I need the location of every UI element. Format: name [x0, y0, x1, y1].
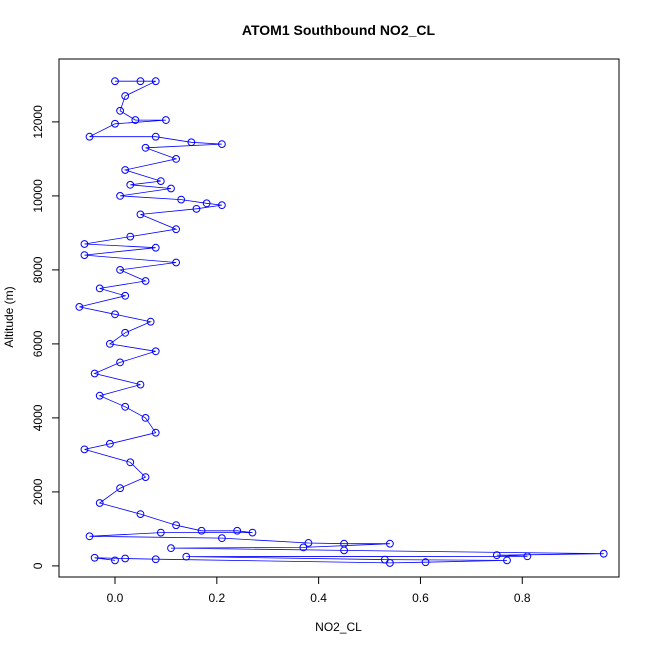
data-point — [141, 414, 150, 422]
data-point — [111, 556, 119, 565]
y-tick-label: 0 — [31, 562, 45, 569]
data-point — [95, 284, 104, 293]
data-point — [340, 546, 348, 555]
data-point — [111, 310, 119, 319]
data-point — [75, 303, 84, 311]
data-point — [116, 192, 124, 200]
data-point — [116, 266, 124, 274]
data-point — [121, 328, 130, 337]
data-point — [192, 204, 201, 213]
data-point — [151, 77, 160, 86]
data-point — [156, 177, 165, 186]
data-point — [177, 195, 186, 204]
y-tick-label: 2000 — [31, 478, 45, 505]
data-point — [304, 539, 313, 547]
data-point — [599, 549, 608, 558]
data-point — [80, 240, 89, 248]
x-axis: 0.0 0.2 0.4 0.6 0.8 — [107, 576, 531, 605]
data-point — [141, 473, 150, 482]
data-point — [151, 243, 160, 252]
data-point — [136, 77, 145, 86]
data-point — [126, 458, 135, 467]
data-point — [121, 291, 130, 300]
data-point — [299, 543, 308, 552]
y-tick-label: 8000 — [31, 256, 45, 283]
data-point — [141, 277, 150, 285]
data-point — [116, 106, 124, 115]
data-point — [151, 428, 160, 437]
y-tick-label: 4000 — [31, 404, 45, 431]
data-point — [421, 558, 430, 567]
x-tick-label: 0.8 — [514, 591, 531, 605]
data-point — [386, 539, 394, 548]
data-point — [156, 528, 165, 537]
data-point — [116, 484, 124, 493]
data-point — [187, 138, 196, 147]
data-point — [121, 92, 130, 100]
data-point — [95, 391, 104, 400]
data-point — [80, 251, 89, 260]
y-axis: 0 2000 4000 6000 8000 10000 12000 — [31, 105, 60, 569]
data-point — [136, 380, 145, 389]
data-point — [182, 552, 191, 561]
data-point — [172, 258, 180, 267]
data-point — [90, 369, 99, 378]
data-point — [151, 347, 160, 356]
data-point — [116, 358, 124, 367]
plot-area — [75, 77, 608, 567]
data-point — [492, 551, 501, 560]
data-point — [95, 499, 104, 507]
data-point — [136, 210, 145, 219]
data-point — [80, 445, 89, 454]
data-point — [85, 532, 94, 541]
data-point — [172, 155, 180, 163]
data-point — [151, 555, 160, 564]
y-tick-label: 6000 — [31, 330, 45, 357]
data-point — [136, 510, 145, 518]
data-point — [141, 143, 150, 152]
x-tick-label: 0.4 — [310, 591, 327, 605]
data-point — [197, 526, 206, 535]
data-point — [167, 184, 175, 193]
data-point — [121, 402, 130, 411]
chart-title: ATOM1 Southbound NO2_CL — [242, 22, 436, 38]
data-point — [167, 544, 175, 553]
x-tick-label: 0.0 — [107, 591, 124, 605]
x-axis-label: NO2_CL — [315, 620, 362, 634]
data-point — [151, 132, 160, 141]
data-point — [85, 132, 94, 141]
data-point — [218, 534, 226, 543]
series-line — [79, 80, 604, 564]
data-point — [111, 77, 119, 86]
y-tick-label: 12000 — [31, 105, 45, 139]
data-point — [162, 116, 170, 124]
data-point — [126, 232, 135, 241]
data-point — [106, 439, 114, 448]
y-tick-label: 10000 — [31, 179, 45, 213]
x-tick-label: 0.6 — [412, 591, 429, 605]
data-point — [503, 556, 511, 565]
data-point — [111, 119, 119, 128]
data-point — [106, 340, 114, 348]
data-point — [248, 528, 257, 537]
y-axis-label: Altitude (m) — [2, 286, 16, 347]
data-point — [218, 140, 226, 149]
data-point — [126, 180, 135, 189]
data-point — [121, 166, 130, 174]
data-point — [202, 199, 211, 208]
data-point — [172, 225, 180, 234]
data-point — [386, 559, 394, 567]
data-point — [523, 552, 532, 561]
data-point — [146, 317, 155, 326]
x-tick-label: 0.2 — [208, 591, 225, 605]
data-point — [121, 554, 130, 563]
data-point — [90, 553, 99, 562]
data-point — [233, 526, 242, 535]
data-point — [218, 201, 226, 210]
data-point — [131, 116, 140, 124]
data-point — [172, 521, 180, 530]
